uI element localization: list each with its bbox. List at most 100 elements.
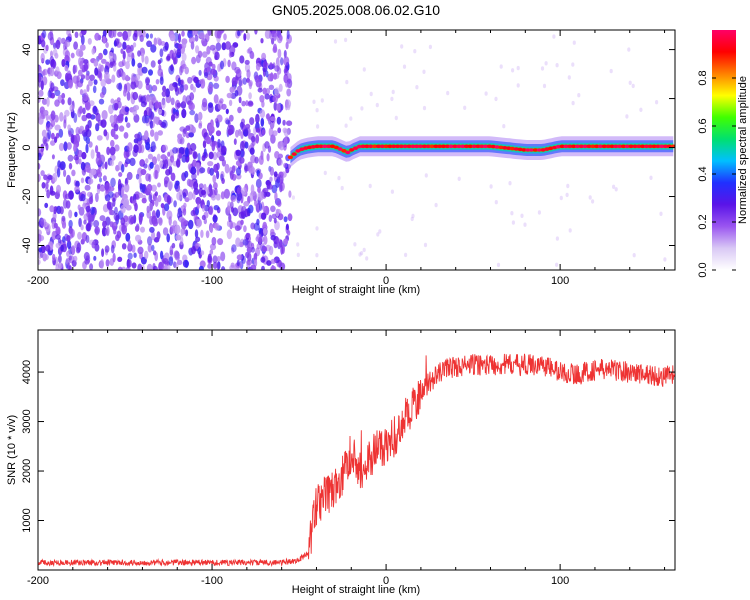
heatmap-cell xyxy=(151,85,158,92)
heatmap-cell xyxy=(45,44,49,51)
heatmap-cell xyxy=(190,209,196,217)
heatmap-cell xyxy=(42,136,47,145)
signal-peak xyxy=(509,146,515,151)
heatmap-cell xyxy=(157,59,162,65)
heatmap-cell xyxy=(74,133,81,144)
heatmap-cell xyxy=(181,108,187,119)
heatmap-cell xyxy=(106,201,111,210)
heatmap-cell xyxy=(258,236,262,245)
signal-peak xyxy=(417,144,424,149)
heatmap-cell xyxy=(38,173,41,183)
heatmap-cell xyxy=(410,216,414,222)
heatmap-cell xyxy=(205,230,210,239)
heatmap-cell xyxy=(337,175,341,181)
heatmap-cell xyxy=(283,73,289,84)
heatmap-cell xyxy=(189,109,196,116)
heatmap-cell xyxy=(283,216,288,223)
heatmap-cell xyxy=(38,247,42,253)
heatmap-cell xyxy=(211,194,216,201)
heatmap-cell xyxy=(263,235,268,245)
heatmap-cell xyxy=(84,184,91,191)
heatmap-cell xyxy=(51,132,55,140)
signal-peak xyxy=(437,144,443,149)
heatmap-cell xyxy=(63,141,68,152)
heatmap-cell xyxy=(90,168,97,176)
heatmap-cell xyxy=(130,80,137,90)
heatmap-cell xyxy=(100,64,104,72)
heatmap-cell xyxy=(250,222,256,230)
heatmap-cell xyxy=(132,107,137,117)
heatmap-cell xyxy=(54,99,60,107)
heatmap-cell xyxy=(49,185,54,195)
heatmap-cell xyxy=(113,213,120,221)
heatmap-cell xyxy=(170,97,175,106)
heatmap-cell xyxy=(270,205,276,213)
heatmap-cell xyxy=(141,52,145,63)
heatmap-cell xyxy=(191,30,195,37)
heatmap-cell xyxy=(272,96,277,102)
heatmap-cell xyxy=(212,174,217,184)
heatmap-cell xyxy=(173,111,180,119)
heatmap-cell xyxy=(137,246,144,255)
heatmap-cell xyxy=(240,219,244,225)
signal-peak xyxy=(463,144,470,149)
heatmap-cell xyxy=(101,248,105,257)
heatmap-cell xyxy=(88,196,94,205)
heatmap-cell xyxy=(83,62,88,72)
heatmap-cell xyxy=(51,154,55,160)
heatmap-cell xyxy=(53,222,58,229)
heatmap-cell xyxy=(275,208,280,217)
heatmap-cell xyxy=(277,158,283,166)
y-tick-label: -20 xyxy=(21,189,33,205)
heatmap-cell xyxy=(257,186,261,193)
heatmap-cell xyxy=(192,151,198,160)
snr-axis-ticks: -200 -100 0 100 1000 2000 3000 4000 xyxy=(21,330,675,587)
heatmap-cell xyxy=(260,256,266,263)
heatmap-cell xyxy=(285,81,290,88)
signal-peak xyxy=(364,144,370,149)
heatmap-cell xyxy=(87,220,93,228)
heatmap-cell xyxy=(232,207,239,217)
heatmap-cell xyxy=(258,155,264,166)
heatmap-cell xyxy=(59,161,66,171)
heatmap-cell xyxy=(204,72,208,79)
heatmap-cell xyxy=(276,176,281,184)
heatmap-cell xyxy=(78,217,82,228)
heatmap-cell xyxy=(400,44,404,49)
heatmap-cell xyxy=(261,205,267,211)
y-tick-label: -40 xyxy=(21,238,33,254)
heatmap-cell xyxy=(147,236,153,246)
heatmap-cell xyxy=(273,31,277,41)
heatmap-cell xyxy=(45,254,49,260)
heatmap-cell xyxy=(571,62,575,67)
heatmap-cell xyxy=(155,79,160,85)
heatmap-cell xyxy=(511,220,515,225)
signal-peak xyxy=(636,144,642,149)
heatmap-cell xyxy=(228,114,234,122)
heatmap-cell xyxy=(140,226,145,233)
signal-peak xyxy=(490,144,496,149)
heatmap-cell xyxy=(97,183,101,190)
heatmap-cell xyxy=(116,69,122,78)
signal-peak xyxy=(425,144,431,149)
heatmap-cell xyxy=(77,69,83,77)
heatmap-cell xyxy=(260,212,267,220)
heatmap-cell xyxy=(102,220,107,228)
heatmap-cell xyxy=(60,79,65,87)
heatmap-cell xyxy=(612,184,616,189)
heatmap-cell xyxy=(230,195,237,202)
heatmap-cell xyxy=(79,126,83,133)
heatmap-cell xyxy=(118,61,124,68)
heatmap-cell xyxy=(577,93,581,98)
heatmap-cell xyxy=(182,208,187,216)
heatmap-cell xyxy=(38,162,41,170)
heatmap-cell xyxy=(368,183,372,189)
heatmap-cell xyxy=(182,128,187,138)
heatmap-cell xyxy=(216,150,223,159)
heatmap-cell xyxy=(207,104,214,113)
heatmap-cell xyxy=(232,86,236,93)
signal-peak xyxy=(352,146,359,150)
heatmap-cell xyxy=(170,172,176,182)
signal-peak xyxy=(586,144,592,149)
heatmap-cell xyxy=(80,74,86,80)
